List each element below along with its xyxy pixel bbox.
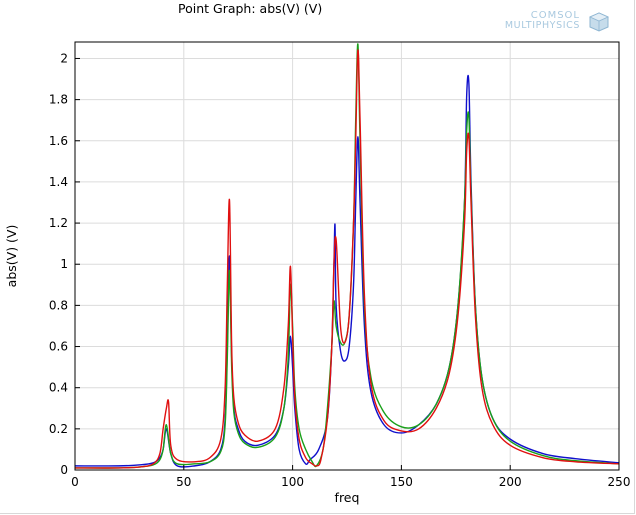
- x-tick-label: 150: [390, 475, 413, 489]
- x-tick-labels: 0 50 100 150 200 250: [71, 475, 630, 489]
- x-tick-label: 0: [71, 475, 79, 489]
- x-tick-label: 250: [608, 475, 631, 489]
- series-line-3: [75, 49, 619, 469]
- x-axis-title: freq: [335, 490, 360, 505]
- y-tick-label: 1.4: [49, 175, 68, 189]
- y-tick-label: 1.2: [49, 216, 68, 230]
- y-tick-label: 0.4: [49, 381, 68, 395]
- x-tick-label: 200: [499, 475, 522, 489]
- chart-title: Point Graph: abs(V) (V): [178, 1, 323, 16]
- y-tick-label: 1: [60, 257, 68, 271]
- logo-line-2: MULTIPHYSICS: [504, 20, 580, 31]
- y-tick-label: 1.8: [49, 93, 68, 107]
- grid: [74, 42, 620, 471]
- logo-line-1: COMSOL: [530, 10, 580, 21]
- series-line-1: [75, 74, 619, 468]
- y-tick-label: 0.6: [49, 340, 68, 354]
- series-lines: [75, 43, 619, 469]
- y-tick-labels: 0 0.2 0.4 0.6 0.8 1 1.2 1.4 1.6 1.8 2: [49, 51, 68, 477]
- series-line-2: [75, 43, 619, 469]
- y-tick-label: 1.6: [49, 134, 68, 148]
- tick-marks: [74, 57, 620, 471]
- axes-frame: [74, 41, 620, 471]
- y-tick-label: 0.8: [49, 298, 68, 312]
- y-tick-label: 0.2: [49, 422, 68, 436]
- y-tick-label: 2: [60, 51, 68, 65]
- x-tick-label: 100: [281, 475, 304, 489]
- x-tick-label: 50: [176, 475, 191, 489]
- y-tick-label: 0: [60, 463, 68, 477]
- y-axis-title: abs(V) (V): [4, 225, 19, 288]
- comsol-logo: COMSOL MULTIPHYSICS: [498, 10, 614, 34]
- comsol-cube-icon: [589, 12, 609, 32]
